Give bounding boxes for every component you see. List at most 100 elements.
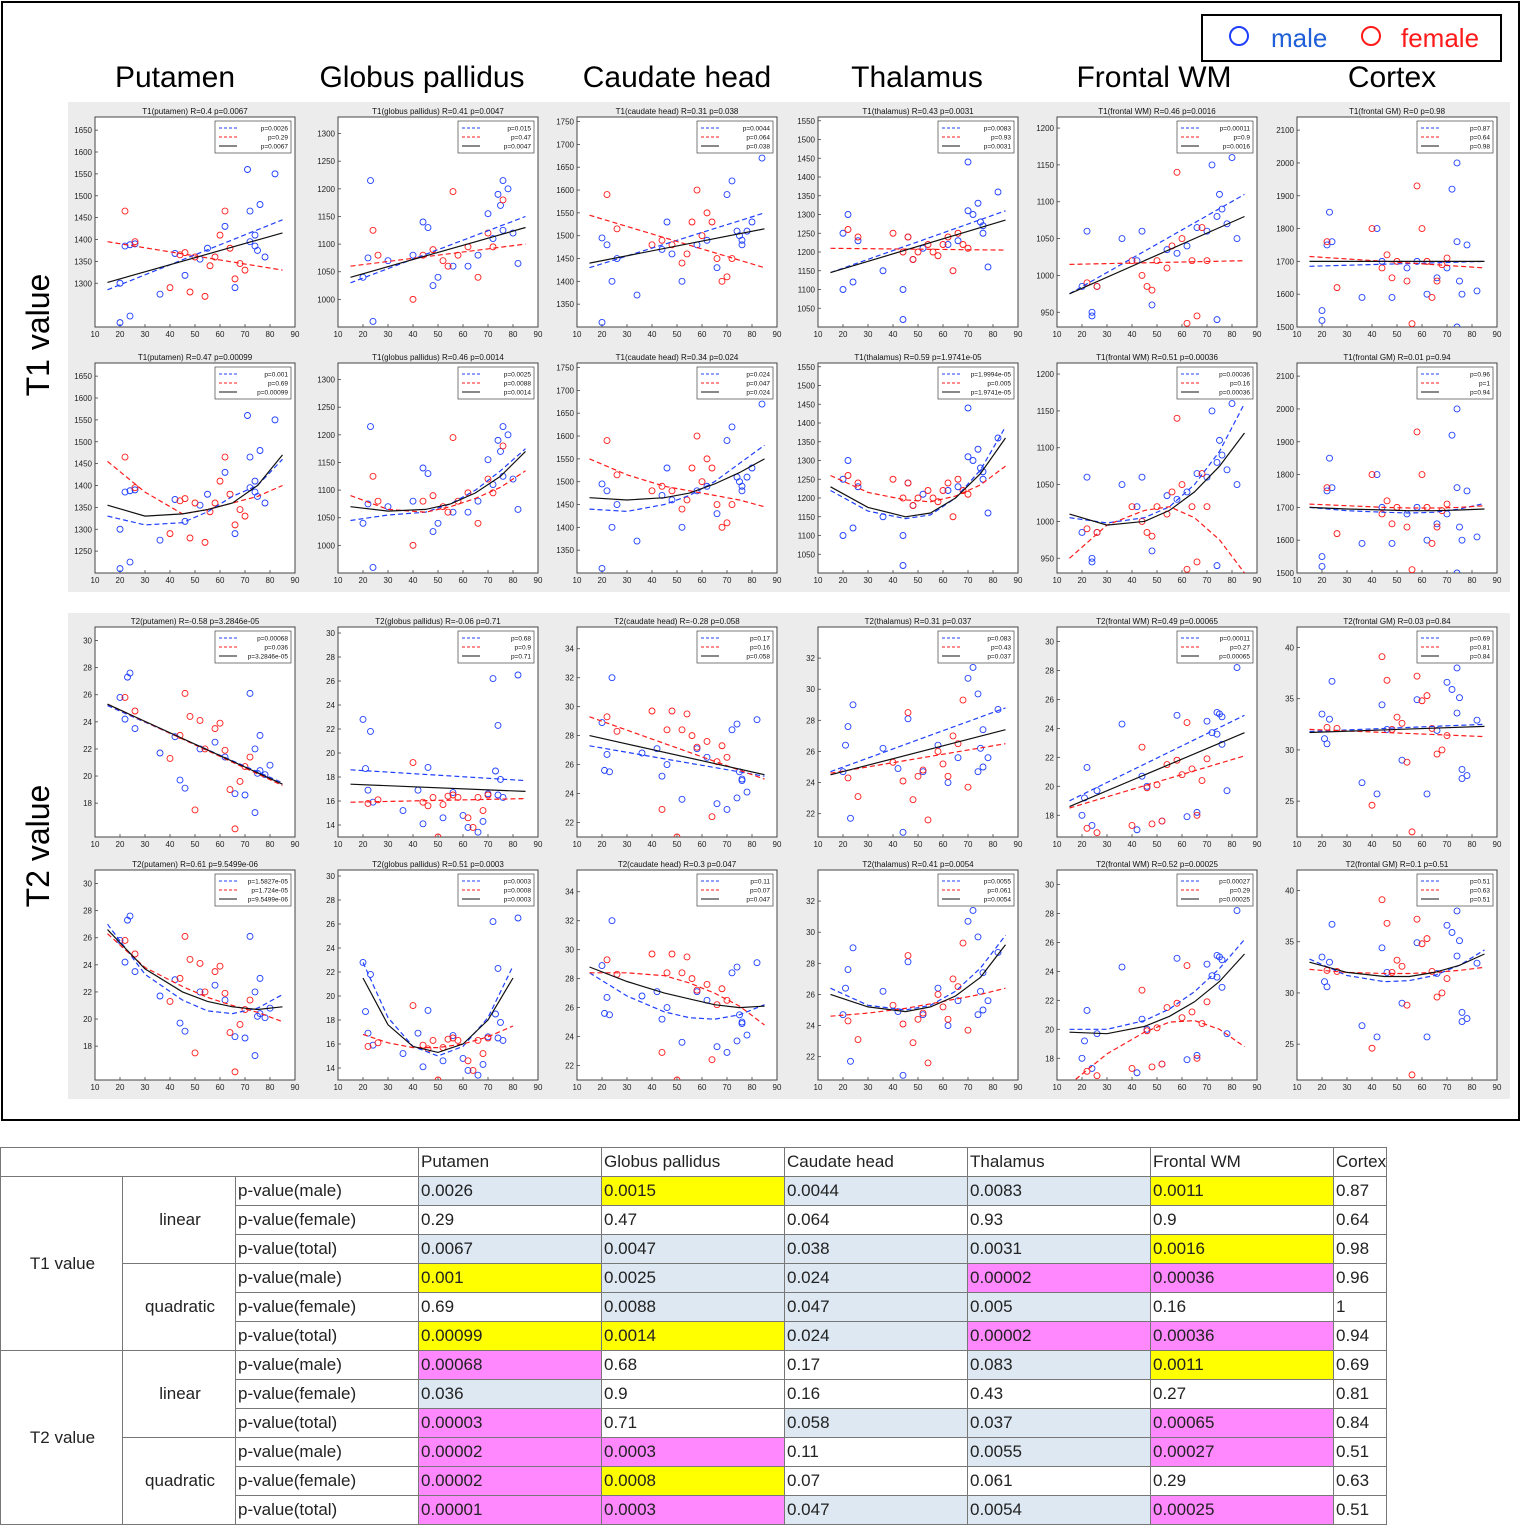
male-point	[601, 766, 608, 774]
male-point	[1203, 960, 1211, 968]
x-tick-label: 20	[359, 1083, 368, 1092]
male-point	[504, 431, 512, 439]
table-row: p-value(female) 0.29 0.47 0.064 0.93 0.9 0.64	[1, 1205, 1388, 1235]
table-fit-label: linear	[122, 1176, 236, 1264]
male-point	[504, 185, 512, 193]
male-point	[1218, 956, 1226, 964]
y-tick-label: 32	[806, 654, 815, 663]
plot-legend-label: p=0.0083	[984, 126, 1012, 133]
x-tick-label: 50	[673, 330, 682, 339]
male-point	[842, 741, 849, 749]
plot-title: T1(putamen) R=0.4 p=0.0067	[142, 107, 248, 116]
female-point	[499, 196, 507, 204]
x-tick-label: 50	[1153, 576, 1162, 585]
total-fit-line	[1069, 215, 1245, 295]
male-point	[409, 497, 417, 505]
female-point	[603, 956, 611, 964]
y-tick-label: 1350	[797, 438, 815, 447]
y-tick-label: 34	[565, 888, 574, 897]
y-tick-label: 1050	[797, 550, 815, 559]
male-point	[251, 745, 259, 753]
table-row: p-value(total) 0.00099 0.0014 0.024 0.00002 0…	[1, 1321, 1388, 1351]
table-cell: 0.00027	[1150, 1437, 1334, 1467]
female-point	[121, 694, 129, 701]
plot-legend-label: p=1.724e-05	[251, 888, 288, 895]
female-point	[914, 248, 922, 256]
table-cell: 0.0011	[1150, 1176, 1334, 1206]
y-tick-label: 1600	[74, 394, 92, 403]
male-point	[1453, 484, 1461, 492]
female-point	[1153, 1024, 1161, 1032]
x-tick-label: 40	[1128, 840, 1137, 849]
female-point	[429, 246, 437, 254]
male-point	[899, 562, 907, 569]
male-point	[1218, 713, 1226, 721]
female-point	[924, 1059, 932, 1067]
table-cell: 0.038	[784, 1234, 968, 1264]
female-point	[1378, 510, 1386, 518]
male-point	[251, 231, 259, 239]
male-point	[1453, 323, 1461, 327]
male-point	[979, 763, 987, 771]
table-cell: 0.47	[601, 1205, 785, 1235]
female-point	[924, 816, 932, 824]
female-point	[693, 186, 701, 194]
male-point	[839, 1011, 847, 1019]
female-point	[909, 502, 917, 509]
male-point	[974, 445, 982, 453]
female-point	[1413, 915, 1421, 923]
female-point	[964, 244, 972, 252]
male-point	[736, 1011, 743, 1019]
male-point	[969, 457, 977, 464]
x-tick-label: 60	[1418, 576, 1427, 585]
y-tick-label: 1500	[1276, 569, 1294, 578]
y-tick-label: 20	[1045, 782, 1054, 791]
female-point	[909, 796, 917, 804]
female-point	[1138, 986, 1146, 994]
female-point	[944, 772, 952, 780]
y-tick-label: 1200	[1036, 124, 1054, 133]
y-tick-label: 1300	[797, 457, 815, 466]
y-tick-label: 28	[565, 732, 574, 741]
y-tick-label: 30	[1285, 746, 1294, 755]
x-tick-label: 20	[116, 1083, 125, 1092]
male-point	[1318, 710, 1326, 718]
y-tick-label: 1350	[556, 546, 574, 555]
male-point	[1453, 709, 1461, 717]
table-cell: 0.93	[967, 1205, 1151, 1235]
male-point	[494, 436, 502, 444]
scatter-plot: T2(globus pallidus) R=0.51 p=0.0003 10 20 3…	[326, 860, 543, 1092]
male-point	[1118, 481, 1126, 489]
female-point	[1393, 956, 1401, 964]
male-point	[849, 278, 857, 286]
female-point	[944, 1015, 952, 1023]
female-point	[1138, 271, 1146, 279]
table-cell: 0.005	[967, 1292, 1151, 1322]
x-tick-label: 80	[1468, 840, 1477, 849]
plot-legend	[937, 630, 1015, 664]
male-point	[603, 241, 611, 249]
plot-legend	[937, 120, 1015, 154]
column-title-caudate-head: Caudate head	[582, 61, 772, 94]
x-tick-label: 70	[1443, 330, 1452, 339]
plot-legend	[214, 366, 292, 400]
total-fit-line	[1069, 953, 1245, 1035]
male-point	[1216, 190, 1223, 198]
female-point	[419, 251, 427, 259]
male-fit-line	[589, 212, 765, 269]
male-point	[1183, 488, 1191, 496]
male-point	[204, 490, 211, 498]
scatter-plot: T2(caudate head) R=-0.28 p=0.058 10 20 30 40…	[565, 617, 782, 849]
total-fit-line	[350, 226, 526, 278]
female-point	[964, 1026, 972, 1034]
x-tick-label: 70	[241, 576, 250, 585]
male-point	[603, 750, 611, 758]
female-point	[708, 218, 716, 226]
y-tick-label: 1600	[74, 148, 92, 157]
x-tick-label: 40	[648, 330, 657, 339]
row-title-t2: T2 value	[20, 784, 56, 908]
male-point	[608, 277, 616, 285]
x-tick-label: 70	[484, 1083, 493, 1092]
male-fit-line	[830, 426, 1007, 520]
x-tick-label: 50	[914, 576, 923, 585]
